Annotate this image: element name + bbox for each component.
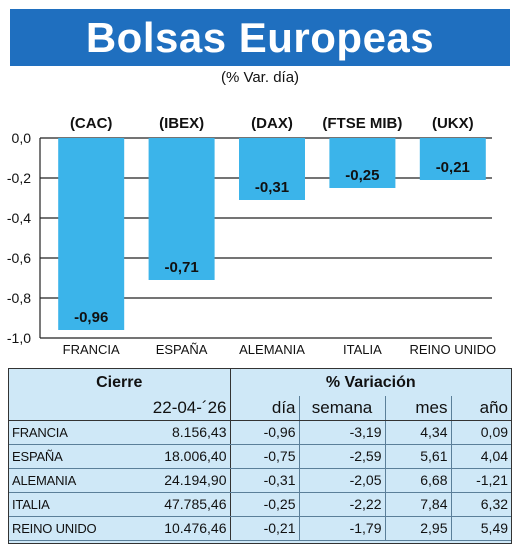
row-anio: 5,49 [450,516,511,541]
row-semana: -2,59 [298,444,385,469]
y-tick-label: -0,6 [7,250,31,266]
table-row: FRANCIA 8.156,43 -0,96 -3,19 4,34 0,09 [9,420,511,445]
x-category-label: FRANCIA [63,342,120,357]
row-dia: -0,31 [229,468,299,493]
header-blank [9,396,129,421]
table-row: ESPAÑA 18.006,40 -0,75 -2,59 5,61 4,04 [9,444,511,469]
row-anio: -1,21 [450,468,511,493]
y-tick-label: 0,0 [12,130,32,146]
header-mes: mes [384,396,451,421]
bar-value-label: -0,96 [74,309,108,326]
row-anio: 0,09 [450,420,511,445]
market-table: Cierre % Variación 22-04-´26 día semana … [8,368,512,544]
bar [419,138,486,180]
row-semana: -2,05 [298,468,385,493]
row-dia: -0,25 [229,492,299,517]
chart-title: Bolsas Europeas [85,14,435,61]
row-anio: 6,32 [450,492,511,517]
row-cierre: 24.194,90 [129,468,230,493]
row-name: REINO UNIDO [9,516,129,541]
table-row: REINO UNIDO 10.476,46 -0,21 -1,79 2,95 5… [9,516,511,541]
x-category-label: REINO UNIDO [409,342,496,357]
bar [329,138,396,188]
row-cierre: 10.476,46 [129,516,230,541]
bar-value-label: -0,31 [255,179,289,196]
chart-subtitle: (% Var. día) [220,69,300,86]
row-name: ITALIA [9,492,129,517]
row-cierre: 47.785,46 [129,492,230,517]
x-category-label: ESPAÑA [156,342,208,357]
bar-value-label: -0,21 [436,159,470,176]
header-date: 22-04-´26 [129,396,230,421]
index-code-label: (IBEX) [159,115,204,132]
bar [58,138,125,330]
bar-value-label: -0,71 [164,259,198,276]
table-row: ITALIA 47.785,46 -0,25 -2,22 7,84 6,32 [9,492,511,517]
row-mes: 5,61 [384,444,451,469]
x-category-label: ALEMANIA [239,342,305,357]
y-tick-label: -0,2 [7,170,31,186]
row-mes: 4,34 [384,420,451,445]
row-cierre: 8.156,43 [129,420,230,445]
row-semana: -2,22 [298,492,385,517]
row-mes: 6,68 [384,468,451,493]
index-code-label: (UKX) [432,115,474,132]
header-dia: día [229,396,299,421]
row-name: ESPAÑA [9,444,129,469]
row-name: FRANCIA [9,420,129,445]
row-dia: -0,96 [229,420,299,445]
title-banner: Bolsas Europeas [10,9,510,66]
row-name: ALEMANIA [9,468,129,493]
row-mes: 2,95 [384,516,451,541]
bar [148,138,215,280]
index-code-label: (DAX) [251,115,293,132]
row-semana: -3,19 [298,420,385,445]
bar-chart: 0,0 -0,2 -0,4 -0,6 -0,8 -1,0 (CAC) -0,96 FRANCIA… [7,115,496,357]
row-anio: 4,04 [450,444,511,469]
y-tick-label: -0,8 [7,290,31,306]
index-code-label: (FTSE MIB) [322,115,402,132]
row-semana: -1,79 [298,516,385,541]
row-dia: -0,75 [229,444,299,469]
group-header-variacion: % Variación [229,369,511,396]
row-cierre: 18.006,40 [129,444,230,469]
x-category-label: ITALIA [343,342,382,357]
header-anio: año [450,396,511,421]
y-tick-label: -0,4 [7,210,31,226]
bar-value-label: -0,25 [345,167,379,184]
row-mes: 7,84 [384,492,451,517]
header-semana: semana [298,396,385,421]
group-header-cierre: Cierre [96,373,143,391]
row-dia: -0,21 [229,516,299,541]
y-tick-label: -1,0 [7,330,31,346]
table-row: ALEMANIA 24.194,90 -0,31 -2,05 6,68 -1,2… [9,468,511,493]
bar [239,138,305,200]
index-code-label: (CAC) [70,115,113,132]
